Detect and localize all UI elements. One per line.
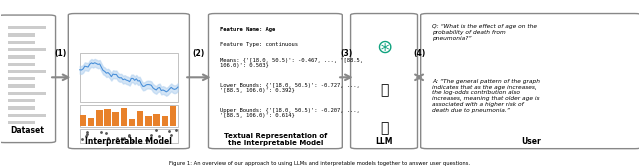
Text: (3): (3): [340, 49, 352, 58]
Bar: [8, 114, 46, 117]
Point: [77, 137, 87, 140]
Text: Feature Name: Age: Feature Name: Age: [220, 27, 275, 32]
Point: [119, 137, 129, 140]
Point: [95, 131, 106, 133]
Text: Figure 1: An overview of our approach to using LLMs and interpretable models tog: Figure 1: An overview of our approach to…: [170, 161, 470, 166]
Bar: [8, 84, 35, 88]
Bar: [8, 63, 35, 66]
Text: Interpretable Model: Interpretable Model: [85, 137, 172, 146]
Text: 🦙: 🦙: [380, 121, 388, 135]
Bar: [145, 116, 152, 126]
Text: LLM: LLM: [375, 137, 393, 146]
Bar: [170, 106, 176, 126]
Point: [82, 133, 92, 136]
Point: [127, 139, 138, 142]
Text: 🤗: 🤗: [380, 83, 388, 97]
Bar: [121, 108, 127, 126]
Bar: [137, 111, 143, 126]
Point: [81, 135, 92, 137]
FancyBboxPatch shape: [0, 15, 56, 143]
Text: Q: “What is the effect of age on the
probability of death from
pneumonia?”: Q: “What is the effect of age on the pro…: [432, 24, 537, 41]
Text: Dataset: Dataset: [10, 126, 44, 135]
Bar: [129, 119, 135, 126]
Text: ⊛: ⊛: [376, 38, 392, 57]
Bar: [8, 99, 35, 102]
Bar: [88, 118, 94, 126]
Bar: [8, 106, 35, 110]
Point: [166, 133, 176, 136]
Bar: [8, 121, 35, 124]
Text: Textual Representation of
the Interpretable Model: Textual Representation of the Interpreta…: [224, 133, 327, 146]
Bar: [8, 70, 46, 73]
Text: (1): (1): [54, 49, 67, 58]
Point: [101, 132, 111, 135]
Point: [171, 129, 181, 131]
Bar: [8, 26, 46, 30]
Bar: [80, 105, 178, 127]
Text: User: User: [521, 137, 541, 146]
Text: A: “The general pattern of the graph
indicates that as the age increases,
the lo: A: “The general pattern of the graph ind…: [432, 79, 540, 113]
Bar: [8, 77, 35, 81]
FancyBboxPatch shape: [351, 14, 417, 149]
Point: [103, 136, 113, 139]
Text: Lower Bounds: {'[18.0, 50.5)': -0.727, ...,
'[88.5, 106.0)': 0.392}: Lower Bounds: {'[18.0, 50.5)': -0.727, .…: [220, 83, 360, 93]
Bar: [80, 115, 86, 126]
Bar: [113, 112, 119, 126]
Point: [118, 138, 128, 141]
Bar: [8, 92, 46, 95]
Point: [124, 135, 134, 137]
Bar: [8, 55, 35, 59]
Bar: [80, 53, 178, 102]
Text: (2): (2): [192, 49, 204, 58]
Bar: [161, 116, 168, 126]
Point: [146, 134, 156, 136]
Point: [124, 134, 134, 137]
Text: (4): (4): [413, 49, 426, 58]
Bar: [8, 48, 46, 51]
Point: [151, 128, 161, 131]
Point: [112, 136, 122, 139]
Text: Feature Type: continuous: Feature Type: continuous: [220, 42, 298, 47]
Point: [154, 135, 164, 137]
FancyBboxPatch shape: [68, 14, 189, 149]
Bar: [80, 129, 178, 143]
Text: Upper Bounds: {'[18.0, 50.5)': -0.207, ...,
'[88.5, 106.0)': 0.614}: Upper Bounds: {'[18.0, 50.5)': -0.207, .…: [220, 108, 360, 119]
Bar: [8, 33, 35, 37]
Point: [164, 130, 174, 132]
FancyBboxPatch shape: [209, 14, 342, 149]
Bar: [96, 110, 102, 126]
Point: [82, 131, 92, 134]
Bar: [154, 114, 160, 126]
Bar: [8, 41, 35, 44]
FancyBboxPatch shape: [420, 14, 640, 149]
Point: [141, 138, 152, 141]
Text: Means: {'[18.0, 50.5)': -0.467, ..., '[88.5,
106.0)': 0.503}: Means: {'[18.0, 50.5)': -0.467, ..., '[8…: [220, 58, 363, 68]
Bar: [104, 109, 111, 126]
